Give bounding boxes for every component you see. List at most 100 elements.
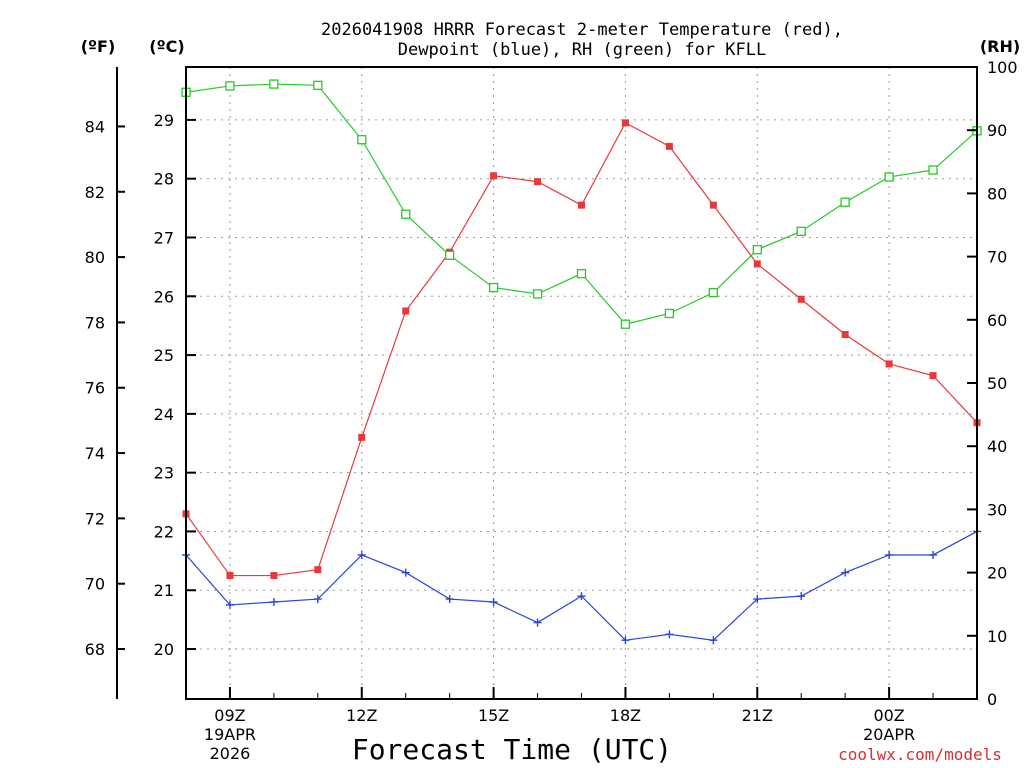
temperature-point (314, 566, 322, 574)
rh-point (225, 81, 235, 91)
dewpoint-point (577, 592, 586, 601)
temperature-point (270, 572, 278, 580)
temperature-point (621, 119, 629, 127)
rh-tick-label: 100 (987, 58, 1018, 77)
dewpoint-point (225, 600, 234, 609)
chart-title-line-1: 2026041908 HRRR Forecast 2-meter Tempera… (321, 20, 843, 40)
fahrenheit-tick-label: 70 (85, 575, 105, 594)
rh-unit-label: (RH) (980, 37, 1020, 56)
celsius-tick-label: 25 (154, 346, 174, 365)
rh-tick-label: 70 (987, 248, 1007, 267)
temperature-line (185, 122, 978, 577)
fahrenheit-tick-label: 72 (85, 509, 105, 528)
celsius-tick-label: 21 (154, 581, 174, 600)
dewpoint-point (313, 595, 322, 604)
x-tick-label: 18Z (610, 706, 641, 725)
fahrenheit-tick-label: 76 (85, 379, 105, 398)
rh-tick-label: 40 (987, 437, 1007, 456)
temperature-point (358, 433, 366, 441)
rh-point (576, 269, 587, 279)
rh-point (884, 172, 894, 182)
x-tick-label: 20APR (863, 725, 915, 744)
fahrenheit-tick-label: 84 (85, 117, 105, 136)
celsius-tick-label: 29 (154, 111, 174, 130)
rh-tick-label: 0 (987, 690, 997, 709)
series-dewpoint (182, 527, 981, 645)
dewpoint-point (445, 595, 454, 604)
dewpoint-point (753, 595, 762, 604)
rh-point (532, 289, 543, 299)
x-axis-title: Forecast Time (UTC) (352, 733, 672, 766)
celsius-tick-label: 22 (154, 522, 174, 541)
rh-point (357, 135, 367, 145)
rh-point (840, 197, 850, 207)
temperature-point (797, 295, 805, 303)
dewpoint-point (621, 636, 630, 645)
grid (186, 67, 977, 699)
x-tick-label: 12Z (346, 706, 377, 725)
dewpoint-point (401, 568, 410, 577)
rh-tick-label: 20 (987, 564, 1007, 583)
rh-point (488, 282, 499, 293)
x-tick-label: 21Z (742, 706, 773, 725)
credit-label: coolwx.com/models (838, 745, 1002, 764)
rh-tick-label: 90 (987, 121, 1007, 140)
x-tick-label: 00Z (873, 706, 904, 725)
rh-tick-label: 30 (987, 500, 1007, 519)
fahrenheit-tick-label: 68 (85, 640, 105, 659)
celsius-unit-label: (ºC) (149, 37, 184, 56)
x-tick-label: 09Z (214, 706, 245, 725)
rh-point (708, 287, 718, 298)
rh-tick-label: 60 (987, 311, 1007, 330)
rh-point (269, 79, 279, 89)
dewpoint-point (885, 550, 894, 559)
rh-point (445, 250, 455, 260)
plot-frame (185, 66, 978, 700)
rh-point (620, 319, 631, 329)
dewpoint-point (709, 636, 718, 645)
x-tick-label: 19APR (204, 725, 256, 744)
celsius-tick-label: 20 (154, 640, 174, 659)
dewpoint-line (185, 530, 978, 641)
rh-tick-label: 80 (987, 184, 1007, 203)
rh-point (796, 226, 806, 236)
rh-point (313, 80, 323, 90)
chart-title-line-2: Dewpoint (blue), RH (green) for KFLL (398, 40, 766, 60)
temperature-point (578, 201, 585, 209)
dewpoint-point (797, 592, 806, 601)
fahrenheit-unit-label: (ºF) (81, 37, 116, 56)
dewpoint-point (357, 550, 366, 559)
celsius-tick-label: 23 (154, 464, 174, 483)
rh-point (401, 209, 411, 219)
celsius-tick-label: 28 (154, 170, 174, 189)
fahrenheit-tick-label: 80 (85, 248, 105, 267)
temperature-point (226, 572, 234, 580)
fahrenheit-tick-label: 74 (85, 444, 105, 463)
temperature-point (402, 307, 410, 315)
dewpoint-point (533, 618, 542, 627)
temperature-point (709, 201, 717, 209)
celsius-tick-label: 27 (154, 228, 174, 247)
temperature-point (753, 260, 761, 268)
temperature-point (841, 330, 849, 338)
dewpoint-point (929, 550, 938, 559)
rh-point (664, 308, 675, 319)
rh-point (928, 165, 938, 175)
celsius-tick-label: 24 (154, 405, 174, 424)
x-tick-label: 2026 (210, 744, 251, 763)
temperature-point (929, 372, 937, 380)
dewpoint-point (841, 568, 850, 577)
fahrenheit-tick-label: 82 (85, 183, 105, 202)
temperature-point (534, 178, 542, 186)
x-tick-label: 15Z (478, 706, 509, 725)
rh-tick-label: 10 (987, 627, 1007, 646)
dewpoint-point (489, 597, 498, 606)
dewpoint-point (665, 630, 674, 639)
rh-tick-label: 50 (987, 374, 1007, 393)
temperature-point (490, 172, 498, 180)
temperature-point (665, 142, 673, 150)
series-temperature (182, 119, 981, 580)
rh-point (752, 244, 762, 255)
